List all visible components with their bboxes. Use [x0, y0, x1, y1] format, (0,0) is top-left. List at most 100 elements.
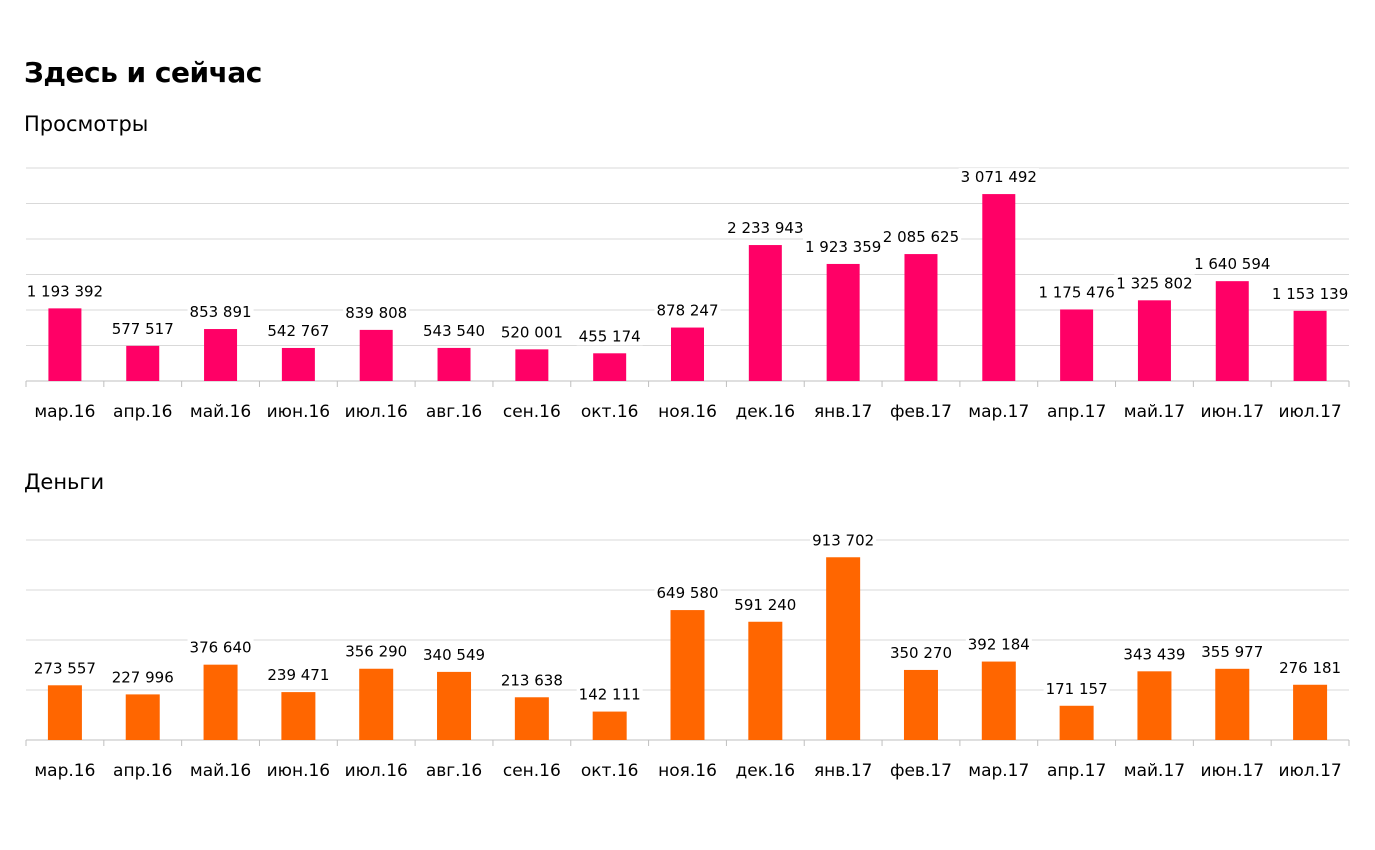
views-category-label: дек.16	[736, 402, 796, 422]
views-category-label: мар.17	[968, 402, 1029, 422]
money-data-label-bg	[187, 638, 254, 657]
money-bar	[1293, 684, 1328, 740]
views-category-label: июн.17	[1201, 402, 1265, 422]
views-data-label-bg	[1192, 255, 1273, 274]
views-chart-title: Просмотры	[24, 112, 149, 136]
money-category-label: фев.17	[890, 761, 952, 781]
views-bar	[48, 308, 82, 381]
views-category-label: мар.16	[34, 402, 95, 422]
views-data-label-bg	[654, 301, 721, 320]
money-data-label: 591 240	[734, 596, 796, 614]
money-data-label-bg	[810, 531, 877, 550]
money-data-label-bg	[732, 595, 799, 614]
views-data-label: 543 540	[423, 322, 485, 340]
views-category-label: фев.17	[890, 402, 952, 422]
money-data-label: 350 270	[890, 644, 952, 662]
money-bar	[47, 685, 82, 740]
views-data-label-bg	[802, 237, 884, 256]
views-category-label: май.16	[190, 402, 251, 422]
views-data-label-bg	[725, 219, 806, 238]
money-data-label: 276 181	[1279, 659, 1341, 677]
views-bar	[1293, 310, 1327, 381]
money-category-label: ноя.16	[658, 761, 717, 781]
money-data-label-bg	[109, 668, 176, 687]
money-data-label-bg	[576, 685, 643, 704]
views-bar	[281, 347, 315, 381]
views-data-label-bg	[576, 327, 643, 346]
money-data-label-bg	[654, 584, 721, 603]
views-bar	[593, 353, 627, 381]
views-category-label: окт.16	[581, 402, 639, 422]
money-bar	[592, 711, 627, 740]
views-data-label: 1 325 802	[1116, 274, 1192, 292]
money-data-label: 355 977	[1201, 643, 1263, 661]
money-data-label-bg	[1277, 658, 1344, 677]
money-chart-title: Деньги	[24, 470, 105, 494]
money-bar	[903, 669, 938, 740]
views-data-label: 1 193 392	[27, 282, 103, 300]
views-data-label-bg	[1269, 284, 1351, 303]
money-data-label-bg	[1199, 642, 1266, 661]
views-category-label: янв.17	[814, 402, 872, 422]
money-data-label: 171 157	[1046, 680, 1108, 698]
money-data-label: 227 996	[112, 668, 174, 686]
views-bar	[515, 349, 549, 381]
views-data-label-bg	[265, 321, 332, 340]
money-category-label: июл.16	[345, 761, 408, 781]
money-data-label-bg	[887, 643, 954, 662]
money-data-label-bg	[31, 659, 98, 678]
views-category-label: июл.16	[345, 402, 408, 422]
views-category-label: апр.16	[113, 402, 172, 422]
money-category-label: авг.16	[426, 761, 482, 781]
views-bar	[1060, 309, 1094, 381]
page-title: Здесь и сейчас	[24, 56, 262, 89]
views-category-label: май.17	[1124, 402, 1185, 422]
views-bar	[437, 347, 471, 381]
money-bar	[1059, 705, 1094, 740]
money-bar	[1215, 668, 1250, 740]
money-category-label: июн.17	[1201, 761, 1265, 781]
money-category-label: мар.17	[968, 761, 1029, 781]
money-bar	[1137, 671, 1172, 740]
money-category-label: мар.16	[34, 761, 95, 781]
views-bar-chart: 1 193 392 мар.16 577 517 апр.16 853 891 май.1…	[24, 167, 1351, 422]
views-data-label: 1 153 139	[1272, 285, 1348, 303]
money-category-label: дек.16	[736, 761, 796, 781]
views-data-label: 1 640 594	[1194, 255, 1270, 273]
money-data-label-bg	[1121, 645, 1188, 664]
money-data-label: 356 290	[345, 643, 407, 661]
views-bar	[126, 345, 160, 381]
money-data-label-bg	[265, 666, 332, 685]
views-data-label: 2 085 625	[883, 228, 959, 246]
views-bar	[982, 194, 1016, 381]
money-bar	[437, 671, 472, 740]
views-bar	[826, 263, 860, 381]
views-category-label: сен.16	[503, 402, 561, 422]
money-category-label: янв.17	[814, 761, 872, 781]
money-category-label: июл.17	[1278, 761, 1341, 781]
money-category-label: май.17	[1124, 761, 1185, 781]
views-bar	[1215, 281, 1249, 381]
views-bar	[359, 329, 393, 381]
views-category-label: июл.17	[1278, 402, 1341, 422]
money-data-label-bg	[343, 642, 410, 661]
views-data-label: 2 233 943	[727, 219, 803, 237]
views-data-label: 878 247	[656, 302, 718, 320]
views-data-label: 3 071 492	[961, 168, 1037, 186]
money-data-label: 273 557	[34, 659, 96, 677]
views-data-label-bg	[343, 303, 410, 322]
money-category-label: июн.16	[267, 761, 331, 781]
money-data-label: 343 439	[1123, 645, 1185, 663]
views-data-label: 853 891	[190, 303, 252, 321]
money-bar	[125, 694, 160, 740]
money-bar	[514, 697, 549, 740]
views-data-label-bg	[1036, 283, 1117, 302]
money-data-label: 213 638	[501, 671, 563, 689]
views-data-label: 520 001	[501, 323, 563, 341]
money-data-label-bg	[965, 635, 1032, 654]
views-bar	[904, 254, 938, 381]
money-bar	[281, 692, 316, 740]
views-data-label: 542 767	[267, 322, 329, 340]
views-data-label-bg	[1114, 274, 1195, 293]
views-category-label: июн.16	[267, 402, 331, 422]
